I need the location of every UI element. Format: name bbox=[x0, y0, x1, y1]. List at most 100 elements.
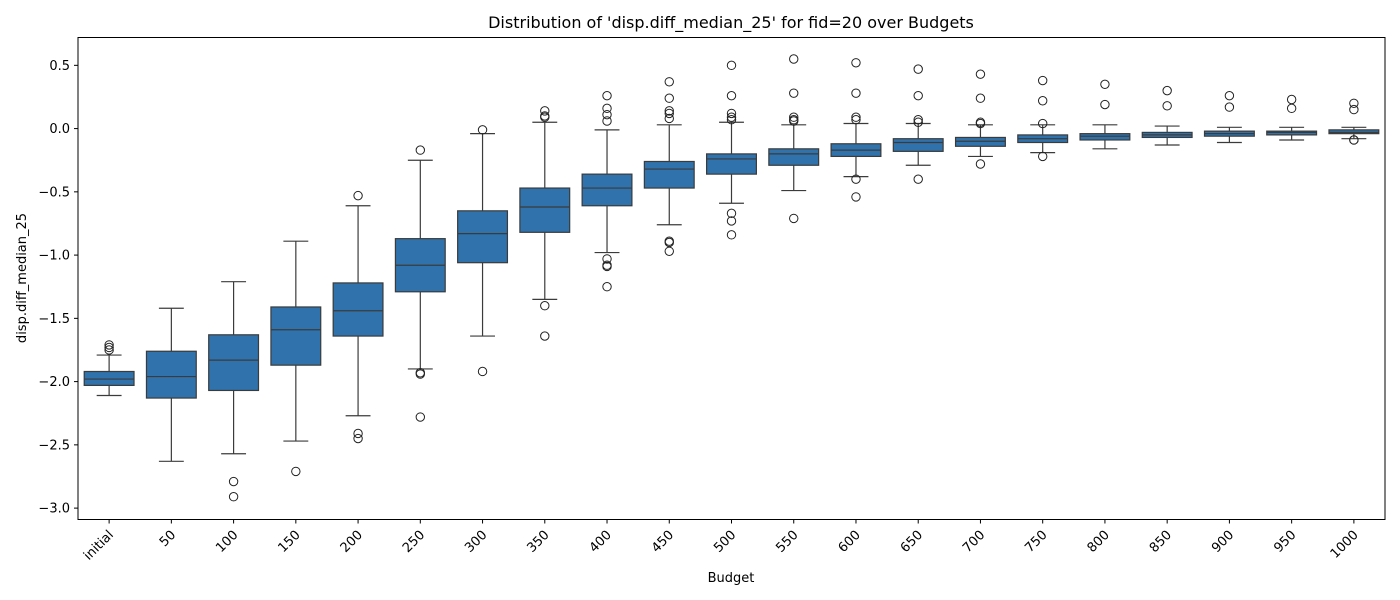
outlier-point bbox=[104, 342, 114, 353]
box-100 bbox=[208, 281, 260, 502]
outlier-point bbox=[726, 115, 737, 125]
iqr-box bbox=[270, 306, 322, 366]
outlier-point bbox=[228, 476, 239, 487]
x-tick-label: 1000 bbox=[1328, 528, 1362, 562]
x-tick-label: 550 bbox=[773, 528, 801, 556]
outlier-point bbox=[851, 115, 861, 125]
outlier-point bbox=[291, 466, 301, 477]
iqr-box bbox=[83, 370, 135, 387]
x-tick-label: 950 bbox=[1271, 528, 1299, 556]
x-tick-label: 50 bbox=[157, 528, 179, 550]
outlier-point bbox=[789, 116, 799, 126]
iqr-box bbox=[1079, 133, 1131, 141]
outlier-point bbox=[664, 113, 674, 124]
outlier-point bbox=[726, 108, 737, 119]
iqr-box bbox=[1328, 129, 1380, 135]
x-tick-label: 700 bbox=[960, 528, 988, 556]
x-tick-label: 200 bbox=[338, 528, 366, 556]
x-tick-label: 300 bbox=[462, 528, 490, 556]
outlier-point bbox=[540, 300, 550, 311]
outlier-point bbox=[726, 230, 737, 240]
outlier-point bbox=[602, 282, 612, 292]
box-850 bbox=[1141, 85, 1193, 146]
x-tick-label: 600 bbox=[836, 528, 864, 556]
box-1000 bbox=[1328, 98, 1380, 145]
outlier-point bbox=[851, 192, 861, 202]
x-tick-label: 500 bbox=[711, 528, 739, 556]
iqr-box bbox=[519, 187, 571, 233]
outlier-point bbox=[1100, 99, 1110, 110]
outlier-point bbox=[415, 412, 426, 422]
iqr-box bbox=[457, 210, 509, 264]
x-tick-label: 750 bbox=[1022, 528, 1050, 556]
box-700 bbox=[954, 69, 1006, 169]
x-tick-label: 900 bbox=[1209, 528, 1237, 556]
outlier-point bbox=[540, 331, 550, 341]
y-tick-label: −2.5 bbox=[38, 438, 70, 453]
outlier-point bbox=[851, 58, 861, 68]
outlier-point bbox=[913, 115, 923, 125]
outlier-point bbox=[1224, 102, 1235, 112]
box-200 bbox=[332, 190, 384, 444]
x-tick-label: 100 bbox=[213, 528, 241, 556]
box-300 bbox=[457, 125, 509, 377]
outlier-point bbox=[1100, 79, 1110, 90]
iqr-box bbox=[145, 350, 197, 399]
box-750 bbox=[1017, 75, 1069, 162]
outlier-point bbox=[726, 60, 737, 71]
x-tick-label: 400 bbox=[587, 528, 615, 556]
outlier-point bbox=[789, 54, 799, 64]
outlier-point bbox=[353, 433, 363, 444]
outlier-point bbox=[602, 109, 612, 120]
box-600 bbox=[830, 58, 882, 202]
outlier-point bbox=[1286, 103, 1297, 114]
outlier-point bbox=[1037, 151, 1048, 162]
y-tick-label: −3.0 bbox=[38, 502, 70, 517]
outlier-point bbox=[602, 103, 612, 114]
outlier-point bbox=[913, 117, 923, 127]
x-tick-label: 800 bbox=[1085, 528, 1113, 556]
outlier-point bbox=[789, 213, 799, 224]
outlier-point bbox=[726, 216, 737, 226]
outlier-point bbox=[789, 88, 799, 98]
outlier-point bbox=[975, 93, 986, 103]
box-initial bbox=[83, 340, 135, 397]
outlier-point bbox=[1037, 75, 1048, 86]
outlier-point bbox=[1037, 96, 1048, 106]
y-tick-label: 0.5 bbox=[49, 59, 70, 74]
chart-title: Distribution of 'disp.diff_median_25' fo… bbox=[488, 13, 974, 33]
outlier-point bbox=[1286, 94, 1297, 105]
outlier-point bbox=[913, 90, 923, 101]
outlier-point bbox=[477, 366, 488, 377]
box-450 bbox=[643, 77, 695, 257]
outlier-point bbox=[1349, 98, 1359, 108]
box-400 bbox=[581, 90, 633, 292]
iqr-box bbox=[643, 160, 695, 189]
outlier-point bbox=[602, 254, 612, 264]
outlier-point bbox=[664, 246, 674, 257]
outlier-point bbox=[1162, 85, 1172, 96]
box-500 bbox=[706, 60, 757, 240]
outlier-point bbox=[602, 116, 612, 126]
iqr-box bbox=[768, 148, 820, 166]
outlier-point bbox=[602, 90, 612, 101]
y-axis-label: disp.diff_median_25 bbox=[15, 213, 30, 343]
outlier-point bbox=[664, 93, 674, 103]
outlier-point bbox=[975, 159, 986, 169]
y-tick-label: −0.5 bbox=[38, 185, 70, 200]
outlier-point bbox=[664, 108, 674, 119]
outlier-point bbox=[726, 112, 737, 122]
outlier-point bbox=[975, 69, 986, 79]
y-tick-label: −1.0 bbox=[38, 249, 70, 264]
outlier-point bbox=[664, 106, 674, 116]
x-tick-label: 250 bbox=[400, 528, 428, 556]
outlier-point bbox=[726, 208, 737, 219]
box-50 bbox=[145, 307, 197, 462]
outlier-point bbox=[726, 90, 737, 101]
box-550 bbox=[768, 54, 820, 224]
x-tick-label: 850 bbox=[1147, 528, 1175, 556]
outlier-point bbox=[540, 106, 550, 116]
outlier-point bbox=[353, 428, 363, 439]
